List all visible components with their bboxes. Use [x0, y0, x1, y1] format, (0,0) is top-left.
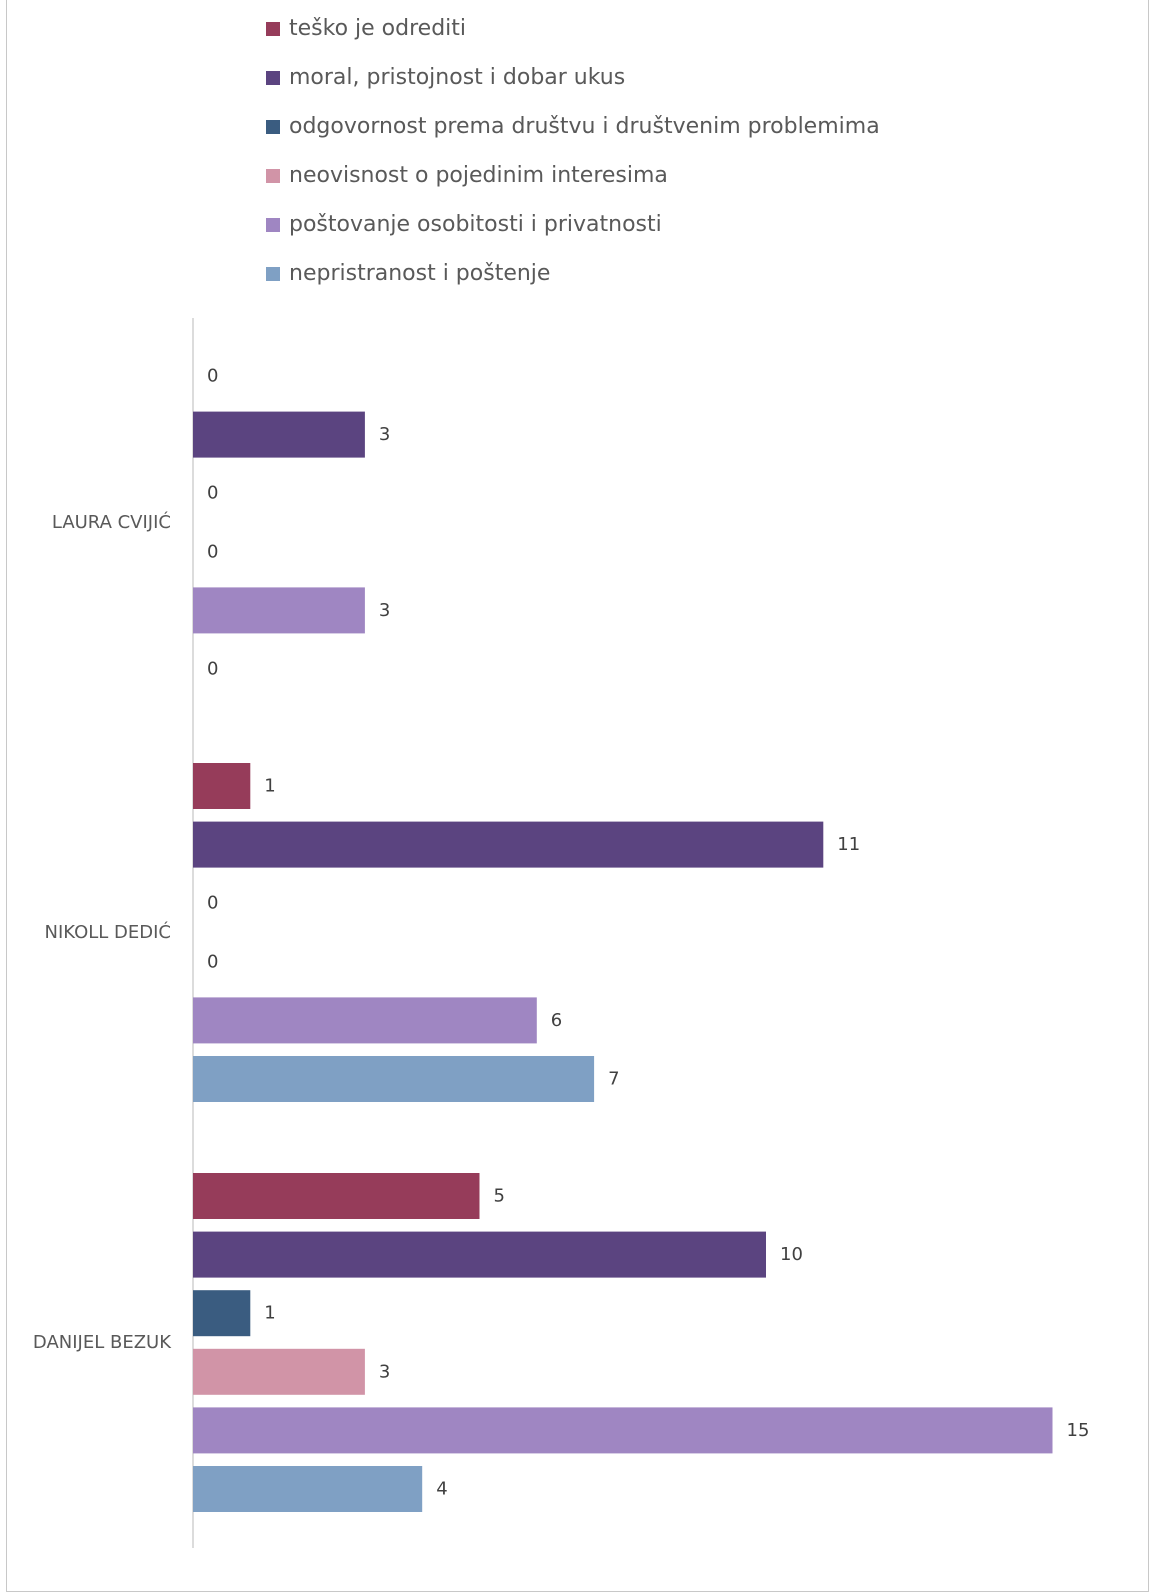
- data-label: 5: [494, 1186, 505, 1207]
- category-label: LAURA CVIJIĆ: [52, 511, 171, 533]
- legend-swatch: [266, 21, 280, 36]
- data-label: 11: [837, 834, 860, 855]
- legend-label: poštovanje osobitosti i privatnosti: [289, 212, 662, 237]
- data-label: 0: [207, 659, 218, 680]
- bar: [193, 587, 365, 634]
- data-label: 0: [207, 893, 218, 914]
- legend-label: odgovornost prema društvu i društvenim p…: [289, 114, 880, 139]
- legend-item: teško je odrediti: [266, 4, 880, 53]
- legend-swatch: [266, 70, 280, 85]
- legend: teško je odrediti moral, pristojnost i do…: [266, 4, 880, 298]
- legend-item: poštovanje osobitosti i privatnosti: [266, 200, 880, 249]
- legend-swatch: [266, 266, 280, 281]
- bar: [193, 1466, 423, 1512]
- data-label: 3: [379, 600, 390, 621]
- legend-swatch: [266, 119, 280, 134]
- bar: [193, 997, 537, 1044]
- bar: [193, 763, 251, 809]
- legend-label: neovisnost o pojedinim interesima: [289, 163, 668, 188]
- data-label: 0: [207, 366, 218, 387]
- legend-item: nepristranost i poštenje: [266, 249, 880, 298]
- bar: [193, 1348, 365, 1395]
- data-label: 3: [379, 1361, 390, 1382]
- data-label: 3: [379, 424, 390, 445]
- data-label: 1: [264, 1303, 275, 1324]
- data-label: 15: [1067, 1420, 1090, 1441]
- data-label: 7: [608, 1069, 619, 1090]
- bar: [193, 1407, 1053, 1454]
- legend-item: neovisnost o pojedinim interesima: [266, 151, 880, 200]
- data-label: 6: [551, 1010, 562, 1031]
- legend-item: odgovornost prema društvu i društvenim p…: [266, 102, 880, 151]
- bar: [193, 411, 365, 458]
- bar: [193, 821, 824, 868]
- legend-swatch: [266, 217, 280, 232]
- legend-item: moral, pristojnost i dobar ukus: [266, 53, 880, 102]
- data-label: 10: [780, 1244, 803, 1265]
- data-label: 1: [264, 776, 275, 797]
- legend-label: teško je odrediti: [289, 16, 467, 41]
- bar: [193, 1290, 251, 1337]
- legend-label: moral, pristojnost i dobar ukus: [289, 65, 626, 90]
- bar: [193, 1231, 766, 1278]
- legend-swatch: [266, 168, 280, 183]
- chart-frame: [6, 0, 1149, 1592]
- data-label: 0: [207, 541, 218, 562]
- category-label: NIKOLL DEDIĆ: [44, 921, 171, 943]
- data-label: 0: [207, 951, 218, 972]
- data-label: 4: [436, 1479, 447, 1500]
- category-label: DANIJEL BEZUK: [33, 1332, 172, 1353]
- data-label: 0: [207, 483, 218, 504]
- bar: [193, 1173, 480, 1219]
- bar: [193, 1056, 595, 1102]
- legend-label: nepristranost i poštenje: [289, 261, 551, 286]
